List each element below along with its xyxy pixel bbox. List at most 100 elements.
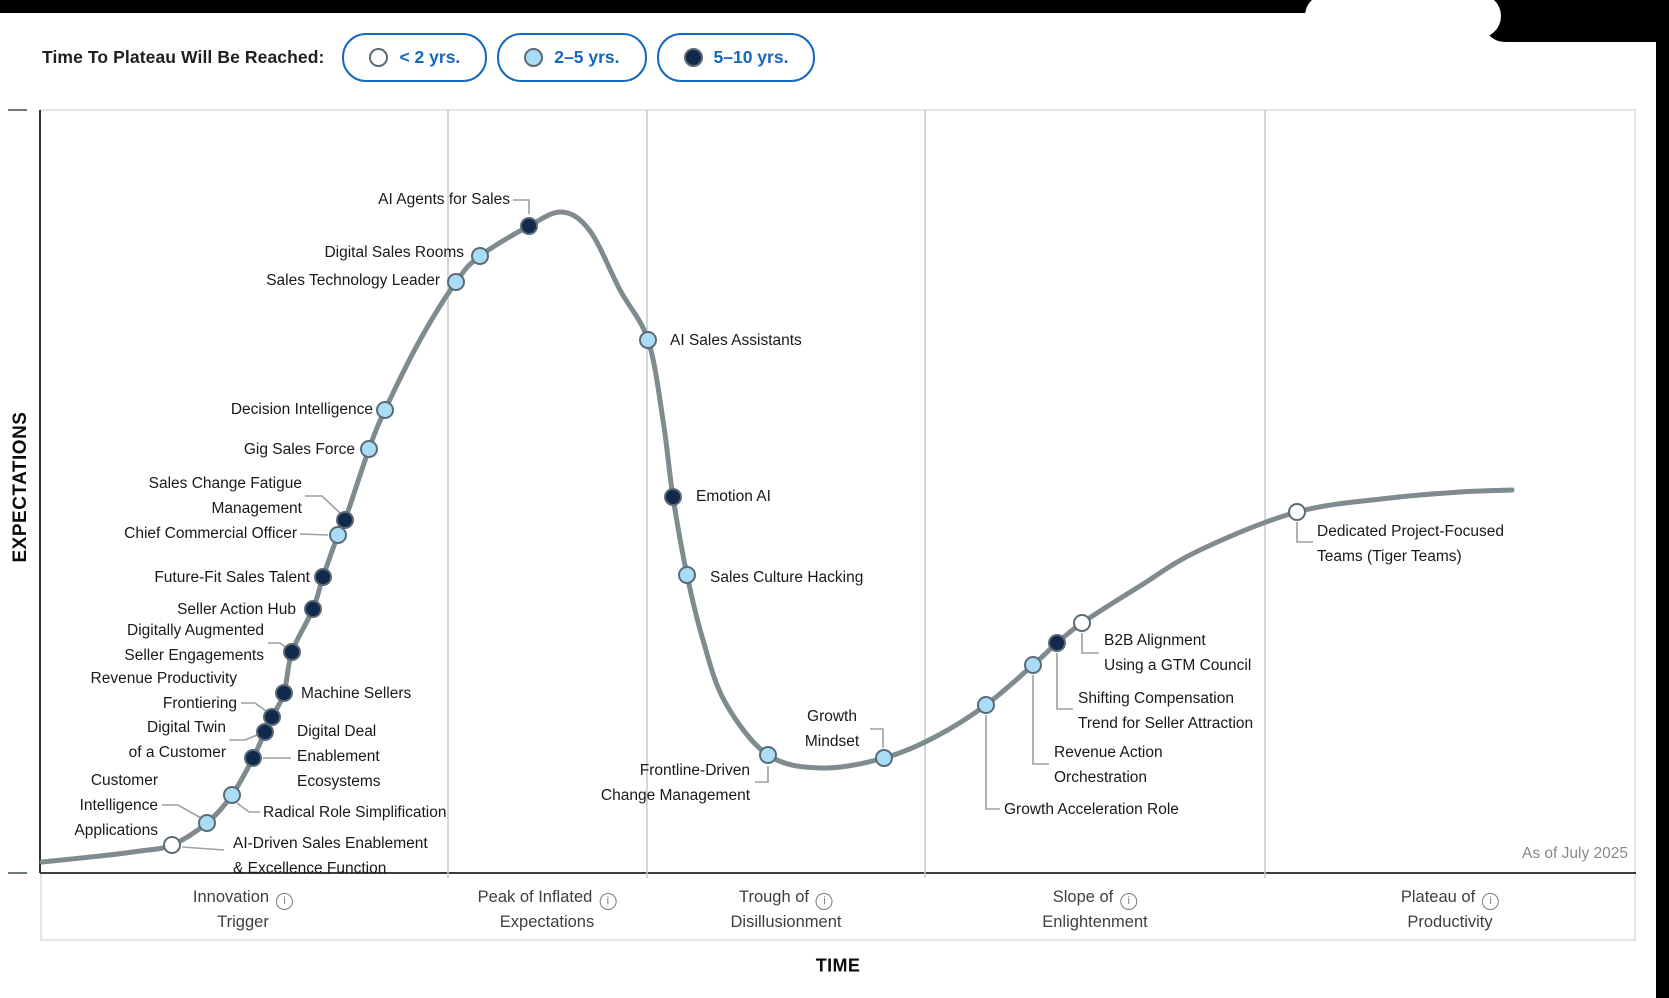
legend-pill-lt2[interactable]: < 2 yrs.	[342, 33, 488, 82]
phase-label-line2: Enlightenment	[1042, 913, 1148, 931]
hype-point-dot[interactable]	[360, 440, 378, 458]
phase-label-line1: Plateau of i	[1400, 885, 1500, 910]
hype-point-dot[interactable]	[376, 401, 394, 419]
point-label: Sales Change Fatigue Management	[148, 474, 302, 517]
label-leader-line	[1081, 633, 1099, 654]
legend-pills: < 2 yrs. 2–5 yrs. 5–10 yrs.	[342, 33, 816, 82]
point-label: Frontline-Driven Change Management	[600, 761, 750, 804]
phase-label-text: Peak of Inflated	[477, 888, 593, 906]
point-label: Dedicated Project-Focused Teams (Tiger Te…	[1317, 522, 1504, 565]
point-label: Chief Commercial Officer	[124, 524, 297, 542]
point-label: Growth Mindset	[804, 707, 860, 750]
point-label: Machine Sellers	[301, 684, 412, 702]
label-leader-line	[755, 766, 769, 783]
info-icon[interactable]: i	[1482, 893, 1500, 910]
plot-border-top	[40, 109, 1636, 111]
hype-point-dot[interactable]	[256, 723, 274, 741]
hype-point-dot[interactable]	[314, 568, 332, 586]
point-label: Seller Action Hub	[177, 600, 296, 618]
hype-point-dot[interactable]	[977, 696, 995, 714]
hype-point-dot[interactable]	[1073, 614, 1091, 632]
hype-point-dot[interactable]	[336, 511, 354, 529]
info-icon[interactable]: i	[276, 893, 294, 910]
y-axis-tick	[8, 109, 27, 111]
point-label: Future-Fit Sales Talent	[154, 568, 310, 586]
legend-pill-label: 5–10 yrs.	[713, 47, 789, 67]
hype-point-dot[interactable]	[198, 814, 216, 832]
x-axis-title: TIME	[815, 955, 861, 976]
hype-point-dot[interactable]	[664, 488, 682, 506]
info-icon[interactable]: i	[599, 893, 617, 910]
label-leader-line	[870, 728, 884, 748]
point-label: Digitally Augmented Seller Engagements	[124, 621, 264, 664]
legend-swatch-lt2-icon	[369, 48, 389, 67]
top-right-black-block	[1483, 0, 1669, 42]
hype-point-dot[interactable]	[1048, 634, 1066, 652]
hype-point-dot[interactable]	[275, 684, 293, 702]
top-black-strip	[0, 0, 1669, 13]
point-label: Digital Sales Rooms	[324, 243, 464, 261]
label-leader-line	[241, 702, 267, 712]
y-axis-tick	[8, 872, 27, 874]
hype-point-dot[interactable]	[263, 708, 281, 726]
x-axis-line	[40, 872, 1636, 874]
hype-point-dot[interactable]	[471, 247, 489, 265]
point-label: Decision Intelligence	[230, 400, 373, 418]
phase-label-line2: Productivity	[1407, 913, 1493, 931]
point-label: Emotion AI	[696, 487, 771, 505]
label-leader-line	[985, 715, 1000, 810]
phase-label: Trough of i Disillusionment	[731, 885, 842, 935]
hype-point-dot[interactable]	[678, 566, 696, 584]
plot-border-bottom	[40, 939, 1636, 941]
phase-label-line2: Trigger	[217, 913, 269, 931]
point-label: B2B Alignment Using a GTM Council	[1104, 631, 1252, 674]
hype-point-dot[interactable]	[520, 217, 538, 235]
phase-label-line2: Disillusionment	[730, 913, 842, 931]
y-axis-line	[39, 110, 41, 873]
hype-point-dot[interactable]	[223, 786, 241, 804]
y-axis-title: EXPECTATIONS	[10, 411, 31, 563]
phase-label-text: Plateau of	[1400, 888, 1476, 906]
hype-point-dot[interactable]	[329, 526, 347, 544]
phase-label: Innovation i Trigger	[192, 885, 294, 935]
point-label: Growth Acceleration Role	[1004, 800, 1179, 818]
legend-pill-5to10[interactable]: 5–10 yrs.	[656, 33, 816, 82]
phase-label-text: Trough of	[738, 888, 809, 906]
hype-point-dot[interactable]	[447, 273, 465, 291]
hype-point-dot[interactable]	[759, 746, 777, 764]
point-label: Revenue Action Orchestration	[1054, 743, 1163, 786]
right-black-strip	[1656, 0, 1669, 998]
hype-point-dot[interactable]	[639, 331, 657, 349]
phase-label: Slope of i Enlightenment	[1042, 885, 1148, 935]
label-leader-line	[229, 734, 258, 741]
label-leader-line	[1032, 675, 1049, 765]
point-label: AI Sales Assistants	[670, 331, 802, 349]
label-leader-line	[305, 495, 341, 514]
hype-point-dot[interactable]	[1024, 656, 1042, 674]
info-icon[interactable]: i	[816, 893, 833, 910]
hype-point-dot[interactable]	[304, 600, 322, 618]
label-leader-line	[181, 846, 225, 851]
point-label: Shifting Compensation Trend for Seller At…	[1078, 689, 1254, 732]
phase-label-text: Innovation	[192, 888, 270, 906]
label-leader-line	[299, 533, 329, 536]
legend-swatch-2to5-icon	[524, 48, 544, 67]
legend-pill-2to5[interactable]: 2–5 yrs.	[497, 33, 647, 82]
point-label: Radical Role Simplification	[263, 803, 447, 821]
hype-point-dot[interactable]	[244, 749, 262, 767]
point-label: AI-Driven Sales Enablement & Excellence F…	[233, 834, 428, 877]
point-label: Digital Twin of a Customer	[128, 718, 226, 761]
top-white-blob	[1305, 0, 1501, 38]
phase-label: Peak of Inflated i Expectations	[478, 885, 617, 935]
hype-point-dot[interactable]	[1288, 503, 1306, 521]
info-icon[interactable]: i	[1120, 893, 1138, 910]
legend-pill-label: 2–5 yrs.	[554, 47, 620, 67]
label-leader-line	[236, 802, 260, 813]
legend-title: Time To Plateau Will Be Reached:	[42, 47, 325, 67]
label-leader-line	[1056, 653, 1073, 710]
as-of-date: As of July 2025	[1522, 845, 1628, 862]
hype-point-dot[interactable]	[283, 643, 301, 661]
point-label: Revenue Productivity Frontiering	[90, 669, 237, 712]
hype-point-dot[interactable]	[875, 749, 893, 767]
hype-point-dot[interactable]	[163, 836, 181, 854]
